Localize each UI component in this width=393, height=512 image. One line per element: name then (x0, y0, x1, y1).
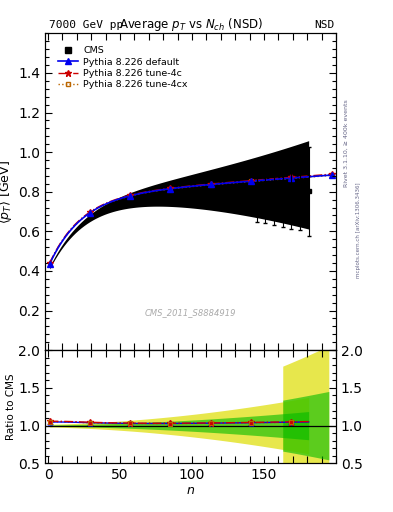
Text: mcplots.cern.ch [arXiv:1306.3436]: mcplots.cern.ch [arXiv:1306.3436] (356, 183, 361, 278)
Text: CMS_2011_S8884919: CMS_2011_S8884919 (145, 308, 236, 316)
X-axis label: $n$: $n$ (186, 484, 195, 497)
Title: Average $p_T$ vs $N_{ch}$ (NSD): Average $p_T$ vs $N_{ch}$ (NSD) (119, 16, 263, 33)
Text: Rivet 3.1.10, ≥ 400k events: Rivet 3.1.10, ≥ 400k events (343, 99, 348, 187)
Text: 7000 GeV pp: 7000 GeV pp (49, 19, 123, 30)
Legend: CMS, Pythia 8.226 default, Pythia 8.226 tune-4c, Pythia 8.226 tune-4cx: CMS, Pythia 8.226 default, Pythia 8.226 … (56, 45, 189, 91)
Y-axis label: $\langle p_T \rangle$ [GeV]: $\langle p_T \rangle$ [GeV] (0, 160, 14, 224)
Y-axis label: Ratio to CMS: Ratio to CMS (6, 373, 16, 440)
Text: NSD: NSD (314, 19, 334, 30)
